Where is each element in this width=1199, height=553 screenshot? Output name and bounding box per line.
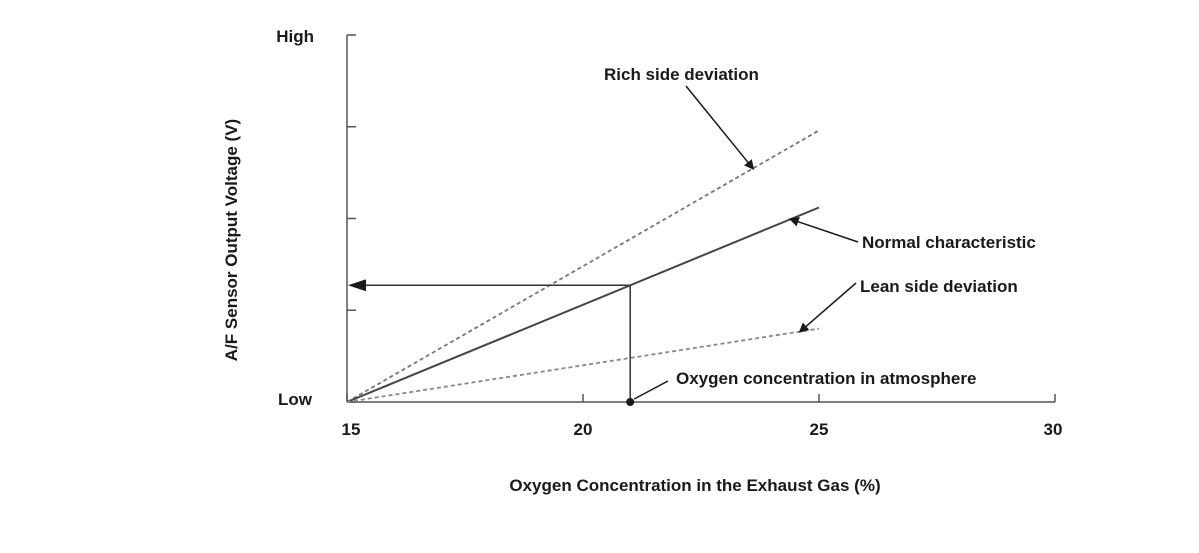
- annotation-normal: Normal characteristic: [862, 233, 1036, 252]
- annotation-leader: [798, 282, 857, 333]
- y-label-low: Low: [278, 390, 313, 409]
- x-tick-label: 30: [1044, 420, 1063, 439]
- series-line-0: [346, 129, 820, 403]
- x-axis-ticks: 15 20 25 30: [342, 394, 1063, 439]
- annotation-layer: Rich side deviation Normal characteristi…: [604, 65, 1036, 400]
- x-tick-label: 15: [342, 420, 361, 439]
- y-axis-ticks: [347, 34, 356, 403]
- annotation-atmosphere: Oxygen concentration in atmosphere: [676, 369, 976, 388]
- x-tick-label: 20: [574, 420, 593, 439]
- annotation-leader: [633, 380, 669, 400]
- y-label-high: High: [276, 27, 314, 46]
- annotation-leader: [788, 216, 859, 243]
- series-line-2: [346, 327, 820, 403]
- annotation-leader: [685, 85, 755, 170]
- series-line-1: [346, 206, 820, 403]
- x-tick-label: 25: [810, 420, 829, 439]
- series-layer: [346, 129, 820, 403]
- x-axis-title: Oxygen Concentration in the Exhaust Gas …: [509, 476, 880, 495]
- annotation-lean: Lean side deviation: [860, 277, 1018, 296]
- y-axis-title: A/F Sensor Output Voltage (V): [222, 119, 241, 361]
- guide-layer: [348, 279, 635, 406]
- annotation-rich: Rich side deviation: [604, 65, 759, 84]
- atmosphere-marker: [626, 398, 635, 406]
